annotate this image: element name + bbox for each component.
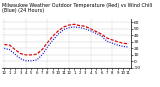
Text: Milwaukee Weather Outdoor Temperature (Red) vs Wind Chill (Blue) (24 Hours): Milwaukee Weather Outdoor Temperature (R… <box>2 3 152 13</box>
